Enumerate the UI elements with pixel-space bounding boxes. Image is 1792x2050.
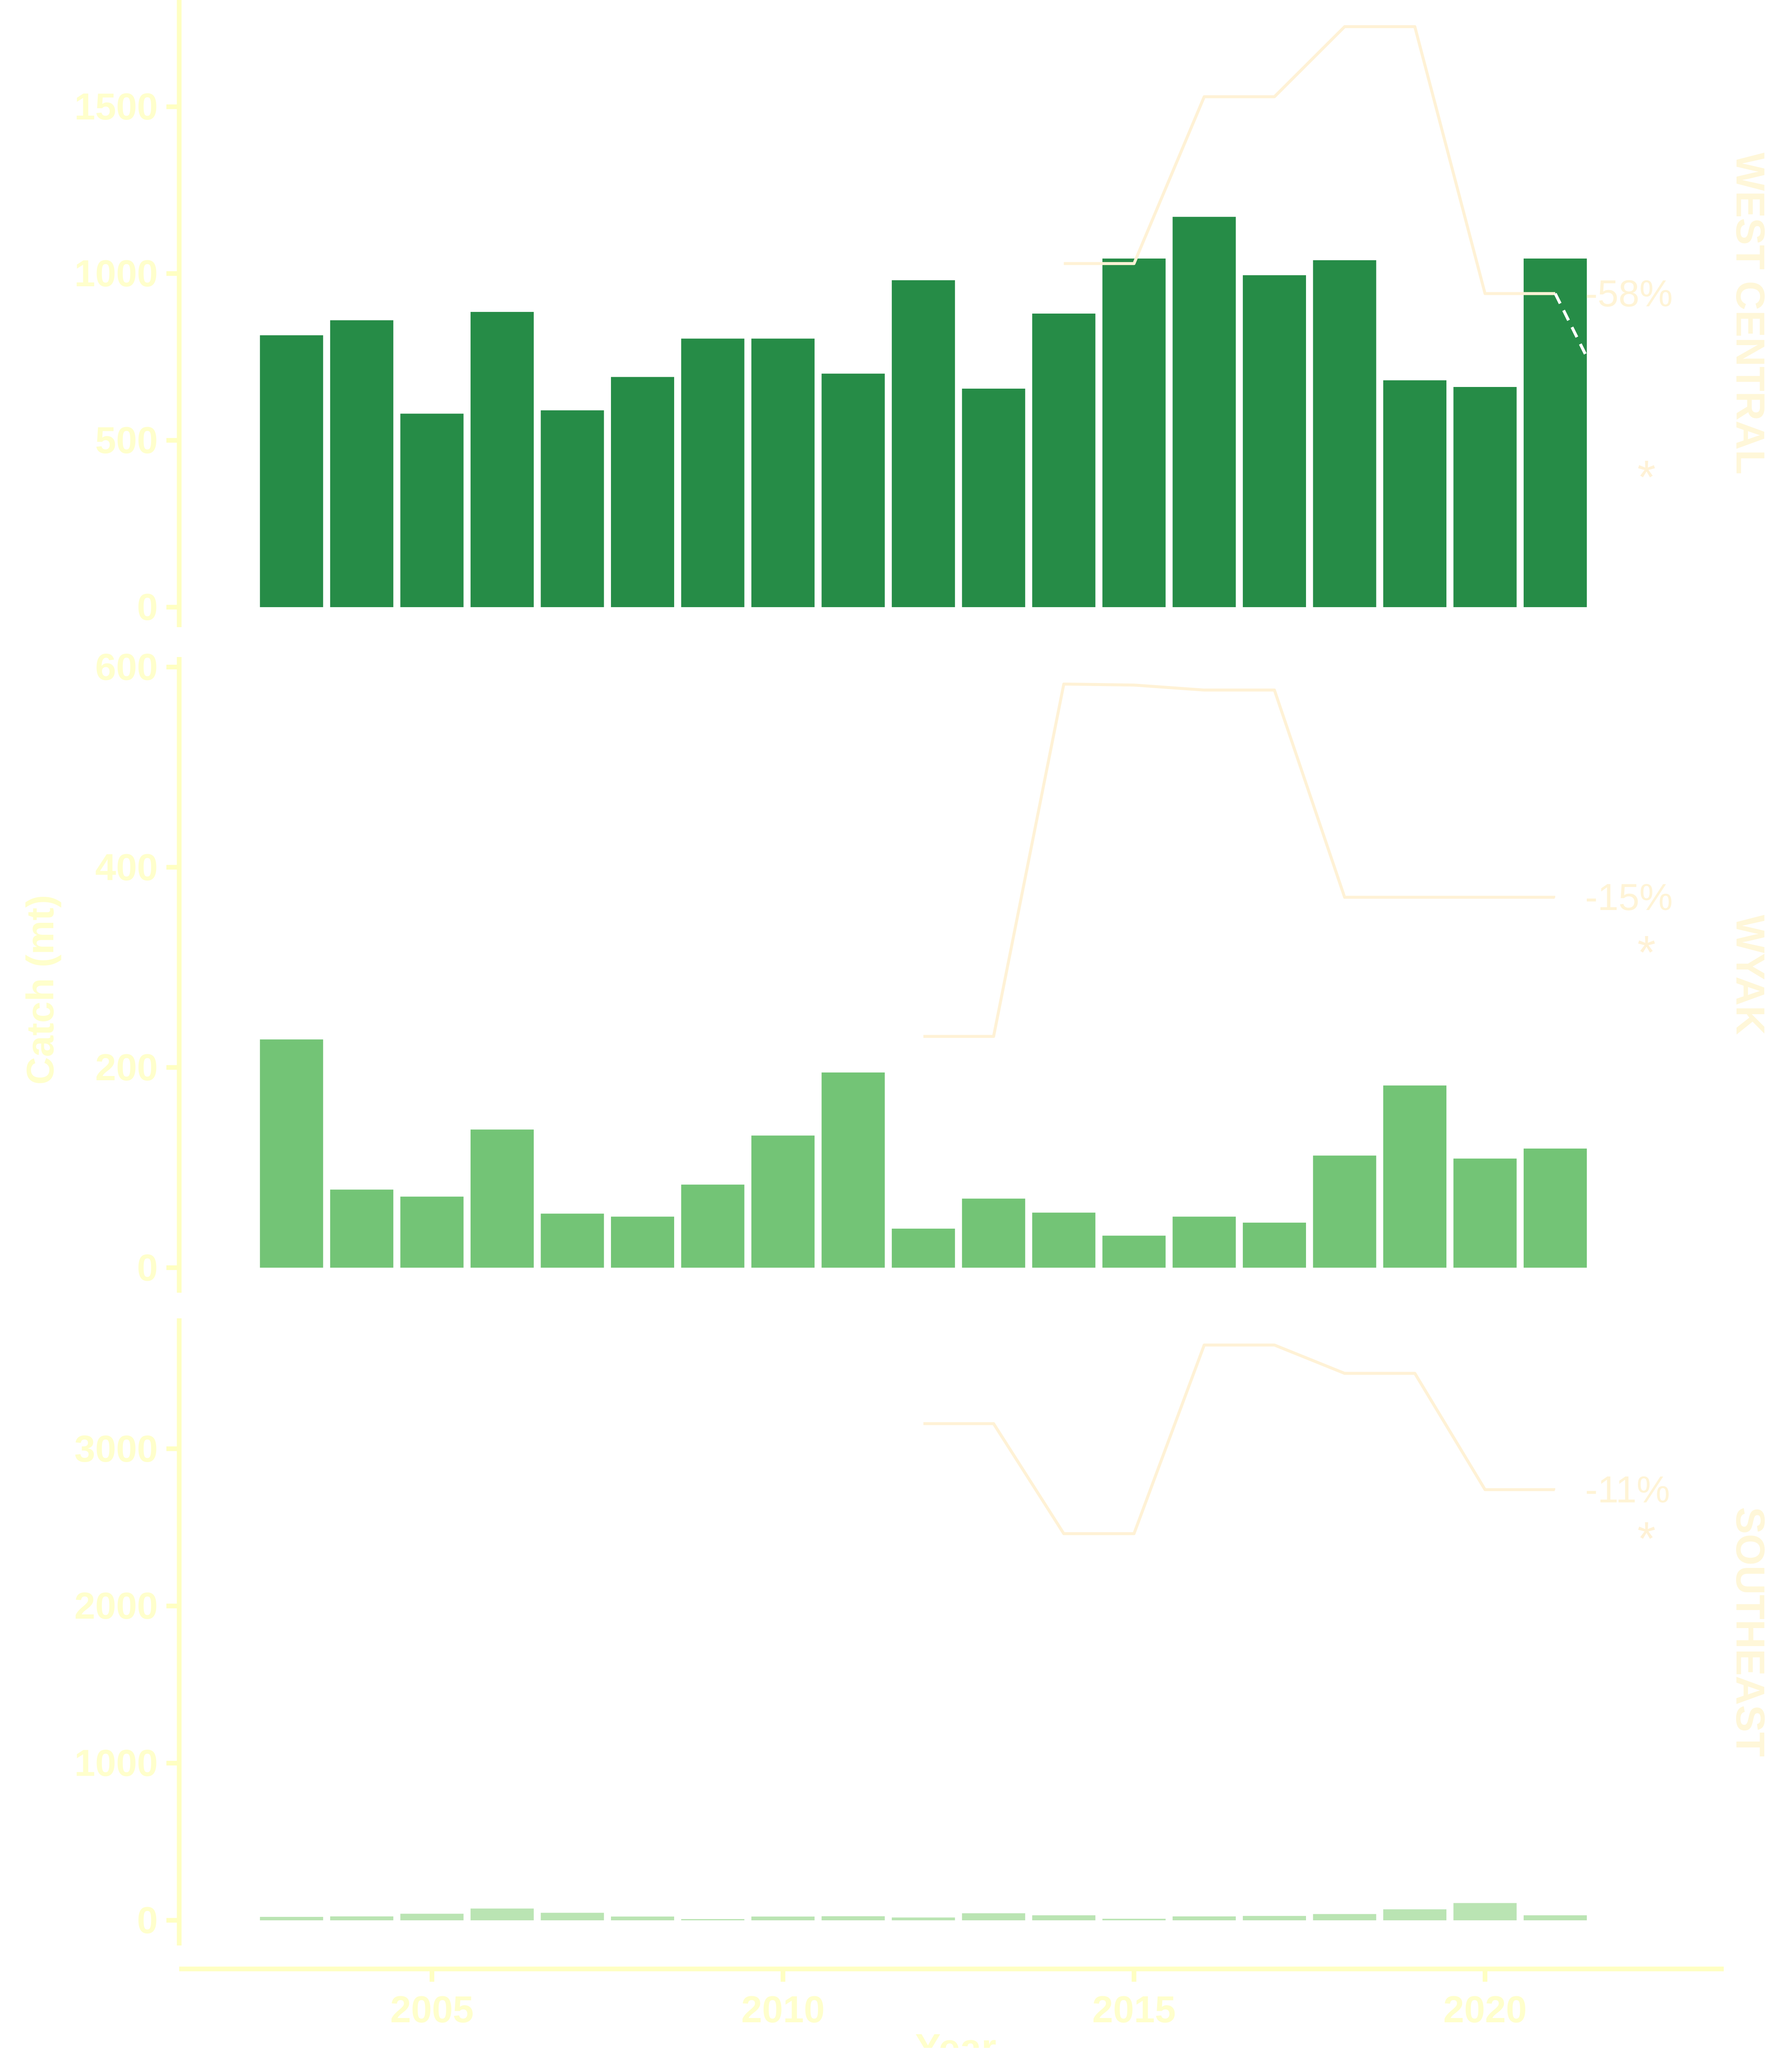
- bar: [1313, 1914, 1376, 1921]
- y-tick-label: 500: [95, 419, 158, 461]
- bar: [541, 1913, 604, 1921]
- bar: [1032, 314, 1096, 608]
- bar: [260, 1039, 323, 1268]
- bar: [681, 338, 745, 608]
- bar: [962, 1913, 1025, 1921]
- y-tick-label: 0: [137, 586, 158, 628]
- y-axis-title: Catch (mt): [19, 895, 62, 1085]
- bar: [1383, 1085, 1447, 1268]
- bar: [821, 1916, 885, 1921]
- bar: [681, 1184, 745, 1268]
- projection-marker: *: [1638, 926, 1656, 979]
- bar: [962, 388, 1025, 608]
- bar: [1242, 1222, 1306, 1268]
- y-tick-label: 600: [95, 646, 158, 688]
- bar: [892, 1917, 955, 1921]
- y-tick-label: 200: [95, 1046, 158, 1088]
- trend-line: [923, 682, 1556, 1038]
- bar: [1242, 275, 1306, 608]
- bar: [1453, 1158, 1517, 1268]
- bar: [821, 1072, 885, 1268]
- bar: [1242, 1916, 1306, 1921]
- bar: [470, 312, 534, 608]
- bar: [1383, 1909, 1447, 1921]
- projection-marker: *: [1638, 451, 1656, 503]
- bar: [1172, 217, 1236, 608]
- bar: [1102, 1919, 1166, 1921]
- bar: [1032, 1213, 1096, 1268]
- bar: [751, 1135, 815, 1268]
- x-axis-title: Year: [915, 2027, 996, 2048]
- bar: [1453, 387, 1517, 608]
- bar: [892, 280, 955, 608]
- y-tick-label: 1000: [74, 252, 158, 294]
- bar: [470, 1908, 534, 1921]
- bar: [892, 1228, 955, 1268]
- x-tick-label: 2010: [741, 1988, 825, 2030]
- x-tick-label: 2015: [1092, 1988, 1176, 2030]
- projection-marker: *: [1638, 1512, 1656, 1565]
- bar: [400, 413, 464, 608]
- bar: [681, 1919, 745, 1921]
- bar: [541, 1213, 604, 1268]
- y-tick-label: 0: [137, 1246, 158, 1288]
- bar: [260, 335, 323, 608]
- bar: [751, 1916, 815, 1921]
- panel-strip-label: WEST CENTRAL: [1728, 153, 1773, 475]
- bar: [1453, 1903, 1517, 1921]
- percent-change-label: -58%: [1585, 272, 1673, 314]
- y-tick-label: 1500: [74, 85, 158, 128]
- bar: [541, 410, 604, 608]
- y-tick-label: 0: [137, 1899, 158, 1941]
- y-tick-label: 3000: [74, 1428, 158, 1470]
- y-tick-label: 1000: [74, 1742, 158, 1784]
- bar: [1383, 380, 1447, 608]
- bar: [330, 320, 393, 608]
- bar: [1102, 1236, 1166, 1268]
- bar: [1524, 1915, 1587, 1921]
- bar: [1524, 258, 1587, 608]
- x-tick-label: 2020: [1443, 1988, 1527, 2030]
- bar: [400, 1196, 464, 1268]
- bar: [330, 1916, 393, 1921]
- bar: [1313, 260, 1376, 608]
- bar: [1032, 1915, 1096, 1921]
- bar: [260, 1916, 323, 1921]
- bar: [751, 338, 815, 608]
- bar: [611, 1216, 675, 1268]
- bar: [470, 1129, 534, 1268]
- bar: [330, 1189, 393, 1268]
- trend-line: [923, 1343, 1556, 1535]
- y-tick-label: 400: [95, 846, 158, 888]
- bar: [1524, 1149, 1587, 1268]
- y-tick-label: 2000: [74, 1585, 158, 1627]
- bar: [821, 373, 885, 608]
- bar: [1102, 258, 1166, 608]
- bar: [611, 377, 675, 608]
- bar: [400, 1913, 464, 1921]
- bar: [1172, 1216, 1236, 1268]
- panel-strip-label: SOUTHEAST: [1728, 1507, 1773, 1757]
- panel-strip-label: WYAK: [1728, 915, 1773, 1035]
- projection-line: [1553, 293, 1648, 478]
- bar: [1172, 1916, 1236, 1921]
- bar: [611, 1916, 675, 1921]
- bar: [962, 1198, 1025, 1268]
- percent-change-label: -15%: [1585, 876, 1673, 918]
- percent-change-label: -11%: [1585, 1468, 1670, 1511]
- trend-line: [1064, 25, 1556, 295]
- bar: [1313, 1155, 1376, 1268]
- x-tick-label: 2005: [390, 1988, 474, 2030]
